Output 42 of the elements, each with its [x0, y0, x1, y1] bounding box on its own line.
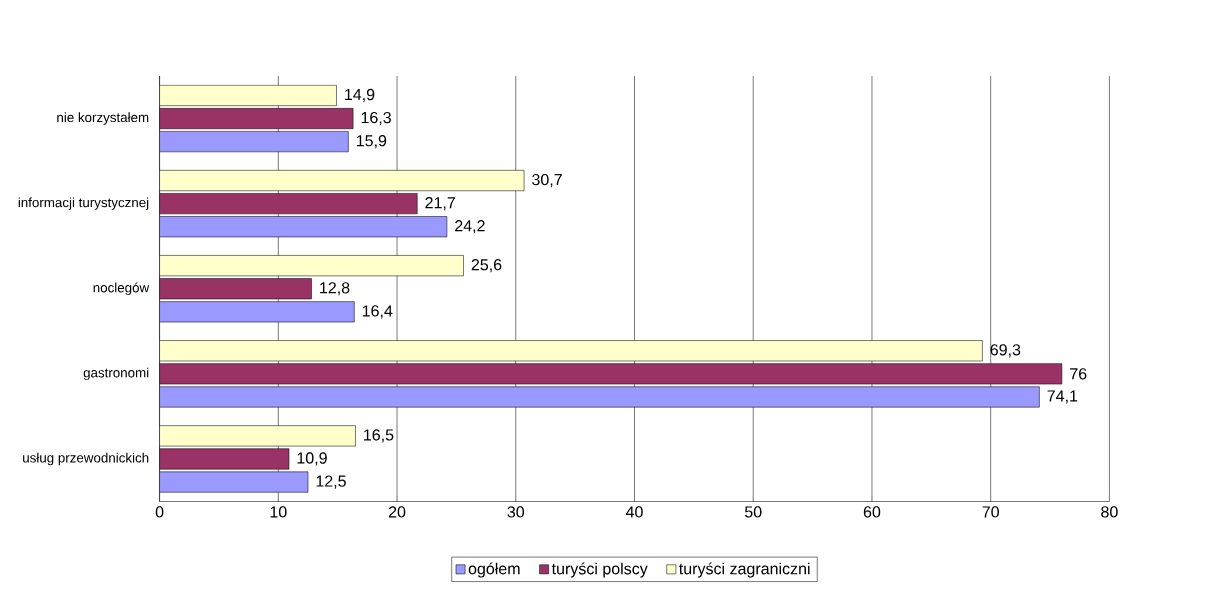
- data-label: 16,3: [361, 112, 391, 126]
- legend-label: ogółem: [468, 562, 520, 578]
- y-tick-label: noclegów: [93, 282, 150, 296]
- data-label: 16,5: [364, 429, 394, 443]
- x-tick-label: 80: [1101, 506, 1118, 518]
- data-label: 16,4: [362, 305, 393, 319]
- legend-label: turyści zagraniczni: [679, 562, 810, 578]
- y-tick-label: nie korzystałem: [57, 112, 149, 125]
- bar: [159, 131, 349, 153]
- bar: [159, 386, 1040, 408]
- x-tick-label: 20: [388, 506, 406, 518]
- bar: [159, 301, 355, 323]
- data-label: 24,2: [455, 220, 485, 234]
- data-label: 74,1: [1047, 390, 1078, 404]
- data-label: 14,9: [345, 88, 375, 103]
- data-label: 76: [1070, 368, 1087, 380]
- data-label: 15,9: [356, 135, 387, 149]
- data-label: 10,9: [297, 452, 327, 466]
- data-label: 12,8: [320, 282, 350, 296]
- y-tick-label: gastronomi: [83, 367, 149, 381]
- legend-label: turyści polscy: [551, 562, 648, 578]
- x-tick-label: 10: [270, 506, 287, 518]
- y-tick-label: usług przewodnickich: [23, 452, 149, 466]
- bar: [159, 216, 448, 238]
- bar: [159, 85, 337, 107]
- data-label: 69,3: [990, 344, 1021, 358]
- x-tick-label: 40: [625, 506, 643, 518]
- data-label: 21,7: [425, 197, 455, 211]
- bar: [159, 471, 309, 493]
- bar: [159, 255, 464, 277]
- bar: [159, 170, 525, 192]
- x-tick-label: 60: [863, 506, 881, 518]
- data-label: 30,7: [532, 174, 562, 188]
- x-tick-label: 50: [744, 506, 762, 518]
- x-tick-label: 30: [507, 506, 525, 518]
- x-tick-label: 70: [982, 506, 999, 518]
- x-tick-label: 0: [155, 506, 164, 518]
- bar: [159, 425, 356, 447]
- y-tick-label: informacji turystycznej: [18, 197, 149, 211]
- bar: [159, 340, 983, 362]
- data-label: 25,6: [471, 259, 502, 273]
- data-label: 12,5: [316, 475, 346, 489]
